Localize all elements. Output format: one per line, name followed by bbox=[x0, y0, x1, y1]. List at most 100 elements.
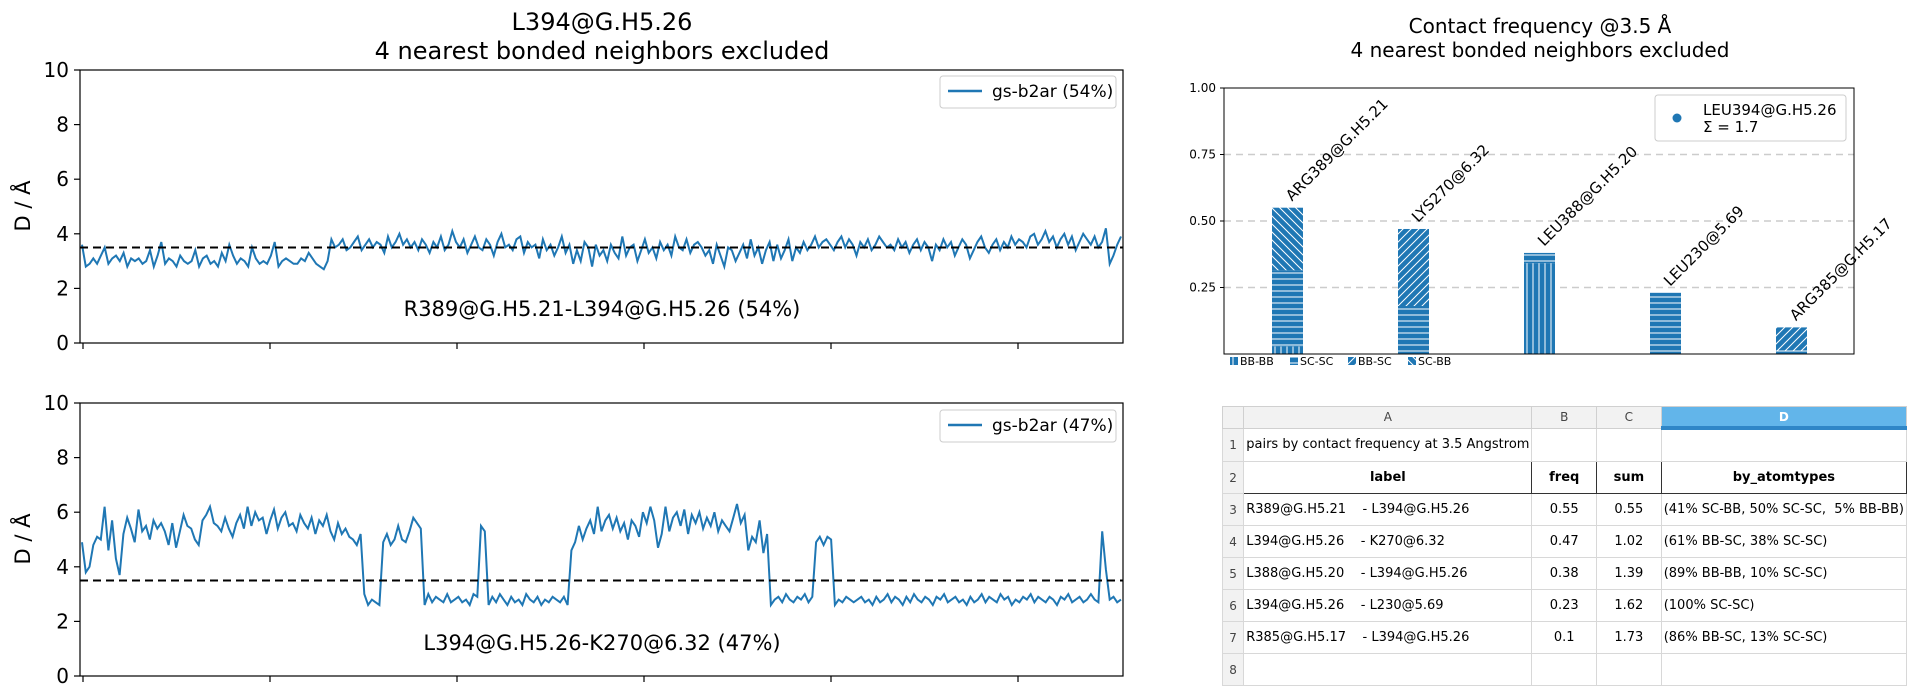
legend-swatch bbox=[1230, 357, 1238, 365]
cell[interactable]: 0.23 bbox=[1531, 589, 1597, 622]
bar-segment bbox=[1524, 252, 1555, 264]
y-tick-label: 0.25 bbox=[1189, 281, 1216, 295]
cell[interactable]: L394@G.H5.26 - K270@6.32 bbox=[1243, 525, 1533, 558]
cell[interactable]: by_atomtypes bbox=[1660, 461, 1907, 494]
legend-swatch bbox=[1348, 357, 1356, 365]
legend-label: gs-b2ar (47%) bbox=[992, 416, 1113, 436]
y-tick-label: 6 bbox=[56, 500, 69, 524]
cell[interactable]: L388@G.H5.20 - L394@G.H5.26 bbox=[1243, 557, 1533, 590]
chart3-title-line2: 4 nearest bonded neighbors excluded bbox=[1351, 38, 1730, 62]
legend-label: gs-b2ar (54%) bbox=[992, 82, 1113, 102]
cell[interactable] bbox=[1531, 653, 1597, 686]
y-axis-label: D / Å bbox=[9, 180, 35, 232]
column-header-b[interactable]: B bbox=[1531, 406, 1597, 429]
row-header[interactable]: 3 bbox=[1221, 493, 1245, 526]
bar-segment bbox=[1272, 207, 1303, 271]
row-header[interactable]: 5 bbox=[1221, 557, 1245, 590]
y-tick-label: 2 bbox=[56, 276, 69, 300]
cell[interactable]: 0.1 bbox=[1531, 621, 1597, 654]
cell[interactable]: pairs by contact frequency at 3.5 Angstr… bbox=[1243, 427, 1533, 462]
bar-label: ARG385@G.H5.17 bbox=[1786, 215, 1896, 325]
pair-annotation: R389@G.H5.21-L394@G.H5.26 (54%) bbox=[404, 297, 801, 321]
row-header[interactable]: 4 bbox=[1221, 525, 1245, 558]
column-header-c[interactable]: C bbox=[1596, 406, 1662, 429]
select-all-corner[interactable] bbox=[1221, 406, 1245, 429]
cell[interactable]: freq bbox=[1531, 461, 1597, 494]
cell[interactable]: 1.62 bbox=[1596, 589, 1662, 622]
bar-segment bbox=[1398, 306, 1429, 354]
legend-swatch bbox=[1408, 357, 1416, 365]
bar-segment bbox=[1776, 327, 1807, 351]
bar bbox=[1776, 327, 1807, 354]
legend-marker bbox=[1672, 113, 1682, 123]
y-tick-label: 8 bbox=[56, 113, 69, 137]
legend: gs-b2ar (47%) bbox=[939, 409, 1117, 443]
bar bbox=[1650, 292, 1681, 354]
y-tick-label: 0 bbox=[56, 664, 69, 688]
legend-sum: Σ = 1.7 bbox=[1703, 118, 1758, 136]
y-tick-label: 0 bbox=[56, 331, 69, 355]
cell[interactable]: (61% BB-SC, 38% SC-SC) bbox=[1660, 525, 1907, 558]
cell[interactable]: label bbox=[1243, 461, 1533, 494]
legend: gs-b2ar (54%) bbox=[939, 75, 1117, 109]
column-header-d[interactable]: D bbox=[1660, 406, 1907, 430]
cell[interactable]: 1.02 bbox=[1596, 525, 1662, 558]
cell[interactable]: 0.55 bbox=[1596, 493, 1662, 526]
series-line bbox=[81, 227, 1122, 271]
y-tick-label: 10 bbox=[44, 391, 69, 415]
y-tick-label: 4 bbox=[56, 222, 69, 246]
y-tick-label: 2 bbox=[56, 609, 69, 633]
chart1-title-line1: L394@G.H5.26 bbox=[512, 8, 693, 36]
cell[interactable]: (89% BB-BB, 10% SC-SC) bbox=[1660, 557, 1907, 590]
plot-frame bbox=[79, 402, 1124, 677]
legend-entry: BB-SC bbox=[1358, 355, 1392, 368]
plot-frame bbox=[79, 69, 1124, 344]
bar-segment bbox=[1776, 350, 1807, 354]
atomtype-legend: BB-BB SC-SC BB-SC SC-BB bbox=[1230, 355, 1451, 368]
cell[interactable]: (41% SC-BB, 50% SC-SC, 5% BB-BB) bbox=[1660, 493, 1907, 526]
cell[interactable]: (86% BB-SC, 13% SC-SC) bbox=[1660, 621, 1907, 654]
spreadsheet: A B C D 1 pairs by contact frequency at … bbox=[1221, 406, 1907, 686]
row-header[interactable]: 7 bbox=[1221, 621, 1245, 654]
cell[interactable]: 1.73 bbox=[1596, 621, 1662, 654]
bar-segment bbox=[1272, 270, 1303, 347]
cell[interactable]: sum bbox=[1596, 461, 1662, 494]
cell[interactable]: R385@G.H5.17 - L394@G.H5.26 bbox=[1243, 621, 1533, 654]
cell[interactable]: 0.38 bbox=[1531, 557, 1597, 590]
bar bbox=[1272, 207, 1303, 354]
bar bbox=[1398, 228, 1429, 354]
cell[interactable] bbox=[1531, 427, 1597, 462]
cell[interactable]: 1.39 bbox=[1596, 557, 1662, 590]
cell[interactable] bbox=[1596, 427, 1662, 462]
y-tick-label: 4 bbox=[56, 555, 69, 579]
y-axis-label: D / Å bbox=[9, 513, 35, 565]
chart3-title-line1: Contact frequency @3.5 Å bbox=[1409, 14, 1672, 38]
column-header-a[interactable]: A bbox=[1243, 406, 1533, 429]
cell[interactable] bbox=[1660, 653, 1907, 686]
cell[interactable] bbox=[1660, 427, 1907, 462]
legend-entry: SC-SC bbox=[1300, 355, 1334, 368]
y-tick-label: 0.50 bbox=[1189, 214, 1216, 228]
series-line bbox=[81, 503, 1122, 608]
y-tick-label: 0.75 bbox=[1189, 148, 1216, 162]
legend-entry: BB-BB bbox=[1240, 355, 1274, 368]
cell[interactable] bbox=[1596, 653, 1662, 686]
cell[interactable]: 0.47 bbox=[1531, 525, 1597, 558]
y-tick-label: 1.00 bbox=[1189, 81, 1216, 95]
y-tick-label: 10 bbox=[44, 58, 69, 82]
row-header[interactable]: 1 bbox=[1221, 427, 1245, 462]
y-tick-label: 6 bbox=[56, 167, 69, 191]
bar-segment bbox=[1650, 292, 1681, 354]
row-header[interactable]: 6 bbox=[1221, 589, 1245, 622]
cell[interactable]: 0.55 bbox=[1531, 493, 1597, 526]
cell[interactable]: R389@G.H5.21 - L394@G.H5.26 bbox=[1243, 493, 1533, 526]
cell[interactable] bbox=[1243, 653, 1533, 686]
row-header[interactable]: 8 bbox=[1221, 653, 1245, 686]
cell[interactable]: L394@G.H5.26 - L230@5.69 bbox=[1243, 589, 1533, 622]
cell[interactable]: (100% SC-SC) bbox=[1660, 589, 1907, 622]
chart1-title-line2: 4 nearest bonded neighbors excluded bbox=[375, 37, 830, 65]
row-header[interactable]: 2 bbox=[1221, 461, 1245, 494]
